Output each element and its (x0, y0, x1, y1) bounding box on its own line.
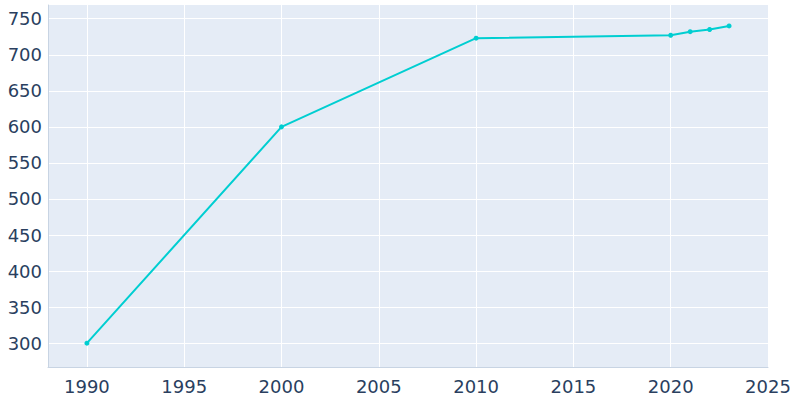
svg-text:500: 500 (8, 188, 42, 209)
svg-text:750: 750 (8, 8, 42, 29)
svg-text:450: 450 (8, 225, 42, 246)
svg-text:2000: 2000 (259, 376, 305, 397)
svg-text:350: 350 (8, 297, 42, 318)
svg-text:1990: 1990 (64, 376, 110, 397)
svg-text:550: 550 (8, 152, 42, 173)
svg-text:2020: 2020 (648, 376, 694, 397)
svg-text:300: 300 (8, 333, 42, 354)
svg-text:650: 650 (8, 80, 42, 101)
svg-text:2025: 2025 (745, 376, 791, 397)
svg-text:600: 600 (8, 116, 42, 137)
svg-text:400: 400 (8, 261, 42, 282)
svg-text:700: 700 (8, 44, 42, 65)
svg-text:1995: 1995 (161, 376, 207, 397)
svg-text:2005: 2005 (356, 376, 402, 397)
svg-text:2010: 2010 (453, 376, 499, 397)
svg-text:2015: 2015 (550, 376, 596, 397)
